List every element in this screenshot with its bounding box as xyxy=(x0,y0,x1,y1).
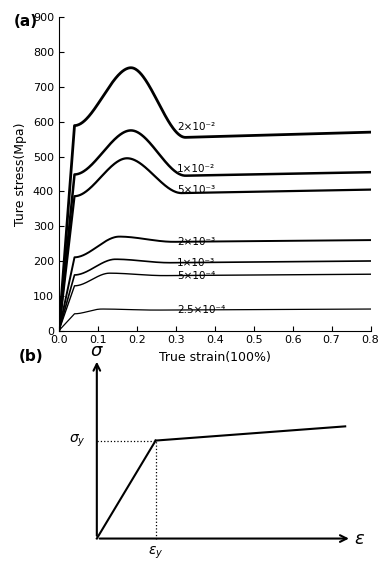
Text: 1×10⁻³: 1×10⁻³ xyxy=(177,258,215,268)
Text: 2×10⁻²: 2×10⁻² xyxy=(177,122,215,132)
Text: (b): (b) xyxy=(18,348,43,364)
Text: 5×10⁻⁴: 5×10⁻⁴ xyxy=(177,270,215,281)
Text: $\varepsilon$: $\varepsilon$ xyxy=(355,530,366,547)
Text: 2×10⁻³: 2×10⁻³ xyxy=(177,237,215,247)
Text: $\sigma$: $\sigma$ xyxy=(90,342,104,360)
Text: $\sigma_y$: $\sigma_y$ xyxy=(69,432,86,448)
Text: 2.5×10⁻⁴: 2.5×10⁻⁴ xyxy=(177,305,225,315)
Text: $\varepsilon_y$: $\varepsilon_y$ xyxy=(148,545,163,561)
Text: (a): (a) xyxy=(14,14,38,29)
Text: 1×10⁻²: 1×10⁻² xyxy=(177,163,215,174)
Y-axis label: Ture stress(Mpa): Ture stress(Mpa) xyxy=(14,122,27,225)
Text: 5×10⁻³: 5×10⁻³ xyxy=(177,185,215,194)
X-axis label: True strain(100%): True strain(100%) xyxy=(159,351,271,364)
